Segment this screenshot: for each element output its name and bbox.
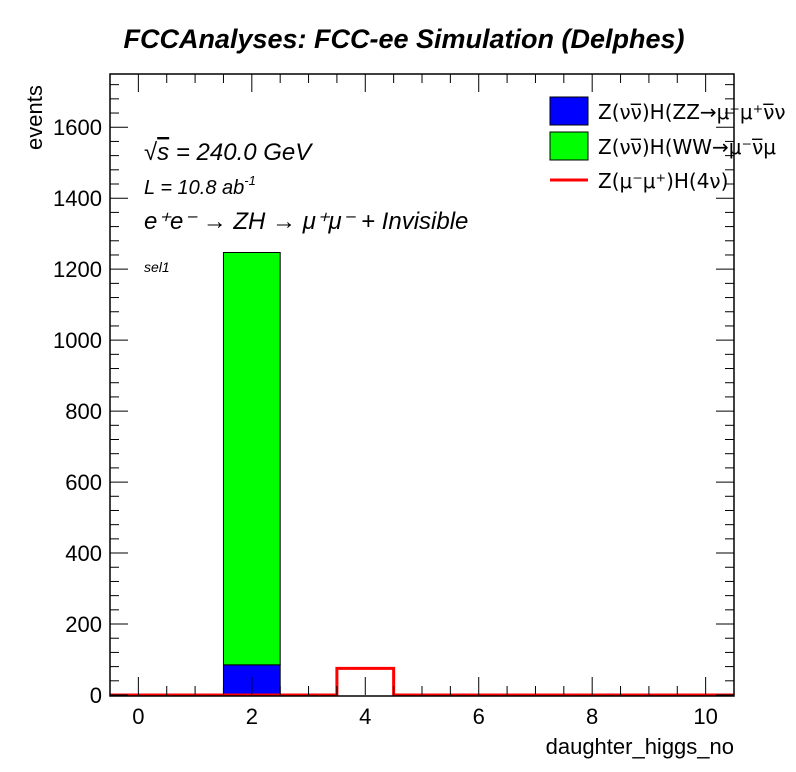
- luminosity-annotation: L = 10.8 ab-1: [144, 173, 256, 199]
- legend-label-ww: Z(νν̅)H(WW→μ⁻ν̅μ: [598, 135, 776, 159]
- x-tick-label: 6: [473, 704, 485, 729]
- bar-ww-bin-2: [222, 251, 281, 666]
- stacked-bars: [222, 251, 281, 696]
- y-tick-label: 800: [65, 399, 102, 424]
- y-tick-label: 400: [65, 541, 102, 566]
- x-tick-label: 0: [132, 704, 144, 729]
- signal-lines: [110, 666, 734, 696]
- x-axis-title: daughter_higgs_no: [546, 734, 734, 759]
- selection-annotation: sel1: [144, 259, 170, 275]
- y-tick-label: 1600: [53, 115, 102, 140]
- x-tick-label: 2: [246, 704, 258, 729]
- sqrt-symbol: √: [144, 139, 158, 166]
- svg-text:√s = 240.0 GeV: √s = 240.0 GeV: [144, 139, 313, 166]
- legend-swatch-zz: [549, 96, 589, 126]
- x-tick-label: 4: [359, 704, 371, 729]
- axis-ticks: 0 2 4 6 8 10 0 200 400 600 800 1000 1200 1400 1600: [53, 74, 735, 729]
- y-tick-label: 1200: [53, 257, 102, 282]
- x-tick-label: 8: [586, 704, 598, 729]
- y-tick-label: 200: [65, 612, 102, 637]
- y-axis-title: events: [22, 85, 47, 150]
- x-tick-label: 10: [693, 704, 717, 729]
- legend-swatch-ww: [549, 131, 589, 161]
- legend: Z(νν̅)H(ZZ→μ⁻μ⁺ν̅ν Z(νν̅)H(WW→μ⁻ν̅μ Z(μ⁻…: [549, 96, 786, 193]
- lumi-base: L = 10.8 ab: [144, 177, 244, 199]
- legend-label-zz: Z(νν̅)H(ZZ→μ⁻μ⁺ν̅ν: [598, 100, 786, 124]
- energy-value: = 240.0 GeV: [169, 139, 313, 166]
- plot-frame: [109, 73, 735, 697]
- legend-label-signal: Z(μ⁻μ⁺)H(4ν): [598, 169, 728, 193]
- signal-step-line: [110, 666, 734, 696]
- energy-annotation: √s = 240.0 GeV: [144, 139, 313, 166]
- process-annotation: e⁺e⁻ → ZH → μ⁺μ⁻ + Invisible: [144, 208, 468, 235]
- y-tick-label: 1000: [53, 328, 102, 353]
- y-tick-label: 600: [65, 470, 102, 495]
- y-tick-label: 0: [90, 683, 102, 708]
- y-tick-label: 1400: [53, 186, 102, 211]
- lumi-exp: -1: [244, 173, 256, 188]
- energy-s: s: [157, 139, 169, 166]
- chart-title: FCCAnalyses: FCC-ee Simulation (Delphes): [123, 24, 684, 54]
